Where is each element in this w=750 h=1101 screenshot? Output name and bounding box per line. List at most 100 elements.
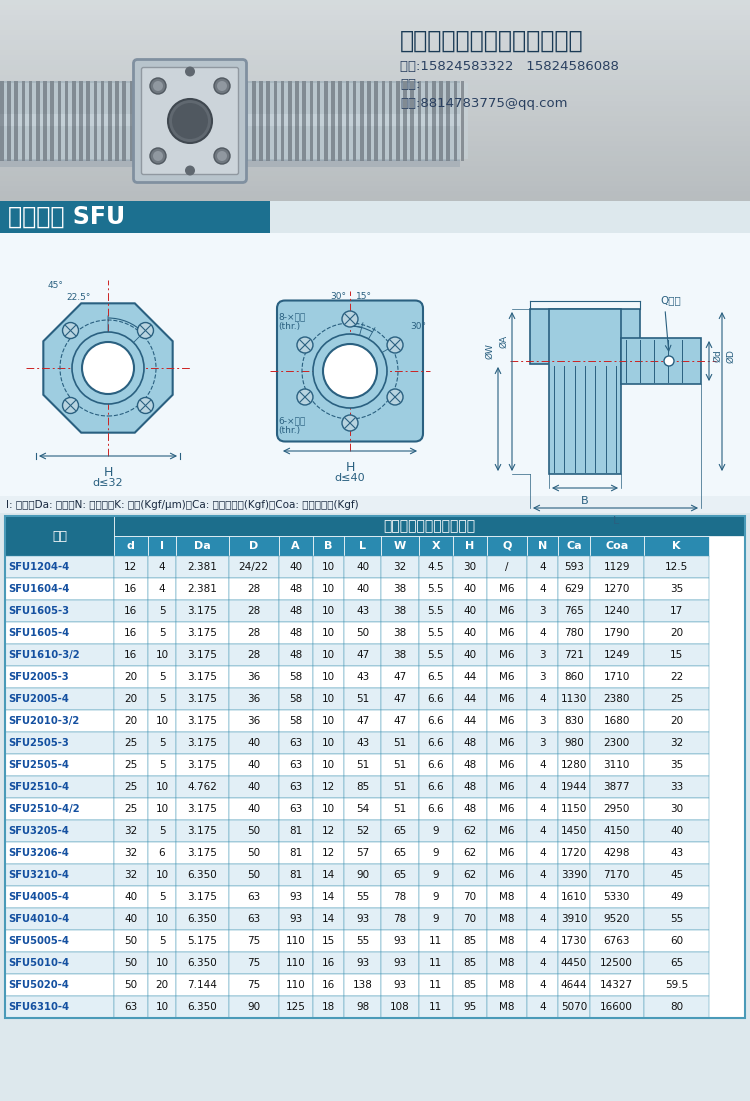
Bar [453,974,487,996]
Circle shape [342,415,358,430]
Text: 65: 65 [670,958,683,968]
Bar [313,996,344,1018]
Bar [644,908,710,930]
Bar [378,83,382,159]
Text: 40: 40 [464,606,476,615]
Text: 48: 48 [464,760,476,770]
Bar [114,688,148,710]
Bar [419,908,453,930]
Bar [176,996,229,1018]
Circle shape [153,151,163,161]
Bar [644,710,710,732]
Text: 780: 780 [564,628,584,637]
Bar [453,600,487,622]
Circle shape [62,323,79,338]
Bar [61,83,64,159]
Text: 50: 50 [124,980,137,990]
Text: 30: 30 [670,804,683,814]
Text: 63: 63 [247,914,260,924]
Text: 6.6: 6.6 [427,738,444,748]
Bar [559,644,590,666]
Text: 830: 830 [564,716,584,726]
Text: SFU1605-3: SFU1605-3 [8,606,69,615]
Text: I: 导程、Da: 珠径、N: 珠圈数、K: 刚性(Kgf/μm)、Ca: 动额定负荷(Kgf)、Coa: 静额定负荷(Kgf): I: 导程、Da: 珠径、N: 珠圈数、K: 刚性(Kgf/μm)、Ca: 动额… [6,500,358,510]
Text: 10: 10 [155,870,169,880]
Bar [344,864,381,886]
Text: 3.175: 3.175 [188,826,218,836]
Text: 63: 63 [124,1002,137,1012]
Bar [278,578,313,600]
Bar [0,155,750,161]
Bar [114,886,148,908]
Bar [590,622,644,644]
Bar [419,798,453,820]
Bar [313,864,344,886]
Text: 4: 4 [539,760,546,770]
Text: 47: 47 [356,716,369,726]
Text: 52: 52 [356,826,369,836]
Bar [364,83,368,159]
Text: 59.5: 59.5 [665,980,688,990]
Text: 63: 63 [289,738,302,748]
Circle shape [217,81,227,91]
Bar [381,996,419,1018]
Text: 43: 43 [356,738,369,748]
Text: L: L [612,516,619,526]
Text: 25: 25 [124,760,137,770]
Text: 6-×通孔: 6-×通孔 [278,416,305,425]
Text: M6: M6 [500,650,515,659]
Bar [5,600,114,622]
Bar [381,754,419,776]
Bar [18,83,22,159]
Bar [176,754,229,776]
Bar [278,930,313,952]
Circle shape [72,333,144,404]
Bar [590,600,644,622]
Text: 14327: 14327 [600,980,633,990]
Text: Ød: Ød [713,350,722,362]
Bar [0,14,750,20]
Bar [86,81,90,161]
Bar [176,930,229,952]
Text: 1129: 1129 [604,562,630,573]
Bar [590,842,644,864]
Bar [487,974,527,996]
Bar [644,644,710,666]
Bar [381,732,419,754]
Text: 1720: 1720 [561,848,587,858]
Bar [148,600,176,622]
Circle shape [342,310,358,327]
Bar [278,688,313,710]
Text: 4: 4 [539,1002,546,1012]
Bar [381,886,419,908]
Bar [44,81,46,161]
Bar [313,536,344,556]
Text: 12500: 12500 [600,958,633,968]
Bar [0,59,750,65]
Bar [306,83,310,159]
Bar [114,666,148,688]
Bar [338,81,342,161]
Text: 6.350: 6.350 [188,1002,218,1012]
Text: 12: 12 [322,782,335,792]
Bar [262,83,266,159]
Bar [112,83,116,159]
Bar [234,83,238,159]
Bar [453,556,487,578]
Text: 30°: 30° [330,292,346,301]
Text: 丽水具冠自动化科技有限公司: 丽水具冠自动化科技有限公司 [400,29,584,53]
Circle shape [387,389,403,405]
Text: 3: 3 [539,672,546,682]
Bar [644,666,710,688]
Bar [0,54,750,61]
Text: 40: 40 [124,892,137,902]
Text: 20: 20 [670,628,683,637]
Bar [229,600,278,622]
Bar [114,754,148,776]
Bar [116,81,118,161]
Bar [590,952,644,974]
Bar [530,309,640,364]
Text: 3390: 3390 [561,870,587,880]
Text: 28: 28 [247,584,260,595]
Bar [198,83,202,159]
